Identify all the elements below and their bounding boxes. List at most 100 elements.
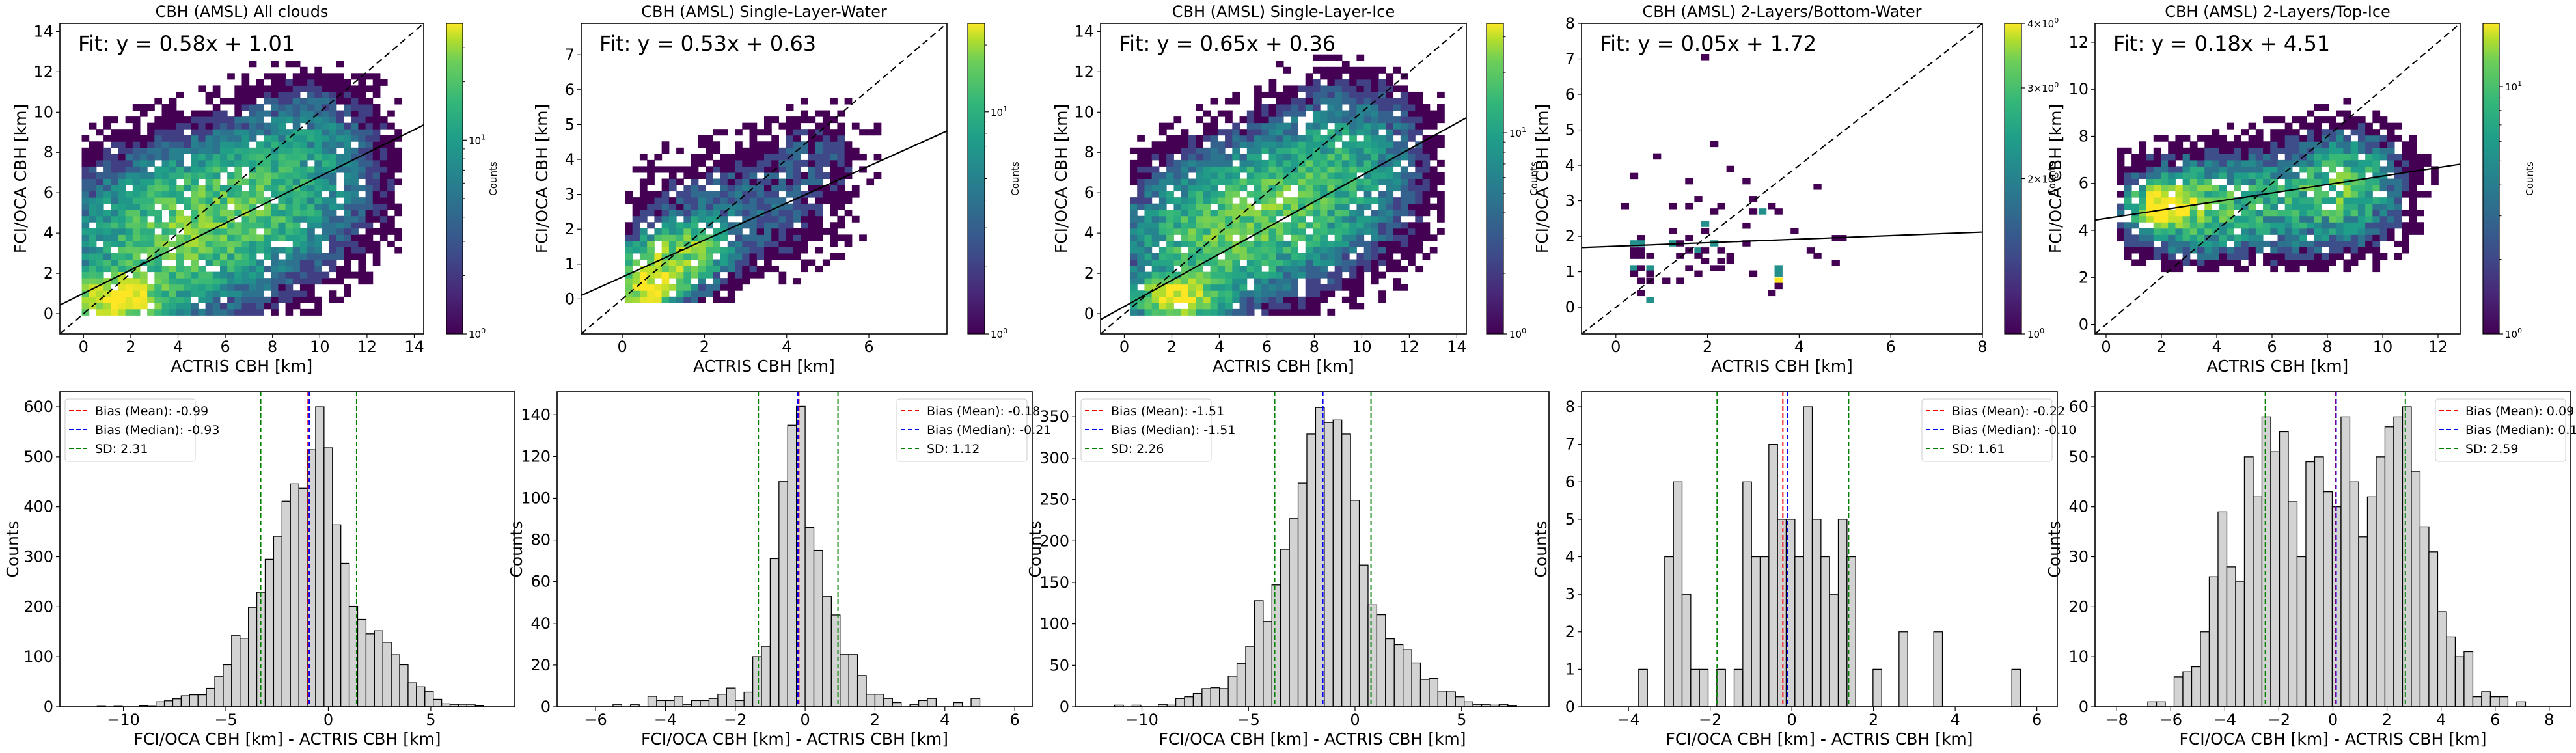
heatmap-cell	[1239, 222, 1248, 229]
heatmap-cell	[830, 141, 838, 148]
y-tick-label: 150	[1039, 573, 1069, 592]
heatmap-cell	[2357, 240, 2366, 247]
heatmap-cell	[2372, 222, 2381, 229]
heatmap-cell	[815, 197, 823, 204]
heatmap-cell	[1356, 253, 1365, 260]
x-tick-label: 0	[1119, 338, 1129, 356]
heatmap-cell	[1254, 185, 1262, 192]
heatmap-cell	[2357, 215, 2366, 223]
heatmap-cell	[691, 284, 699, 291]
heatmap-cell	[329, 110, 337, 117]
y-tick-label: 6	[44, 184, 53, 202]
histogram-bar	[1437, 691, 1447, 707]
heatmap-cell	[706, 271, 713, 279]
heatmap-cell	[1327, 73, 1336, 80]
exponent: 0	[2040, 327, 2044, 335]
heatmap-cell	[2226, 147, 2234, 154]
heatmap-cell	[169, 154, 177, 161]
heatmap-cell	[1371, 247, 1379, 254]
heatmap-cell	[2263, 203, 2271, 210]
heatmap-cell	[2336, 247, 2344, 254]
heatmap-cell	[1166, 240, 1174, 247]
heatmap-cell	[264, 166, 271, 173]
heatmap-cell	[2307, 166, 2315, 173]
heatmap-cell	[81, 259, 90, 266]
heatmap-cell	[1291, 203, 1298, 210]
heatmap-cell	[147, 210, 155, 217]
heatmap-cell	[161, 296, 170, 303]
heatmap-cell	[1630, 247, 1639, 254]
heatmap-cell	[358, 104, 366, 111]
heatmap-cell	[125, 141, 133, 148]
fit-line	[2095, 163, 2460, 221]
heatmap-cell	[1356, 228, 1365, 235]
heatmap-cell	[2160, 154, 2169, 161]
heatmap-cell	[1349, 290, 1357, 297]
heatmap-cell	[278, 104, 286, 111]
heatmap-cell	[292, 104, 301, 111]
heatmap-cell	[89, 147, 97, 154]
heatmap-cell	[1268, 290, 1277, 297]
heatmap-cell	[205, 222, 213, 229]
heatmap-cell	[654, 266, 663, 273]
heatmap-cell	[2219, 234, 2227, 241]
heatmap-cell	[654, 253, 663, 260]
heatmap-cell	[639, 178, 648, 185]
y-tick-label: 6	[565, 81, 575, 99]
heatmap-cell	[212, 129, 221, 136]
heatmap-cell	[2139, 247, 2147, 254]
legend-label: Bias (Mean): -0.22	[1952, 404, 2065, 418]
heatmap-cell	[1254, 172, 1262, 179]
heatmap-cell	[793, 191, 801, 198]
heatmap-cell	[81, 303, 90, 310]
heatmap-cell	[139, 191, 148, 198]
heatmap-cell	[2329, 154, 2336, 161]
heatmap-cell	[1341, 203, 1350, 210]
heatmap-cell	[793, 247, 801, 254]
heatmap-cell	[132, 141, 141, 148]
heatmap-cell	[372, 178, 381, 185]
histogram-bar	[1872, 668, 1882, 707]
heatmap-cell	[1144, 203, 1153, 210]
heatmap-cell	[1203, 303, 1211, 310]
heatmap-cell	[2175, 147, 2184, 154]
heatmap-cell	[764, 240, 772, 247]
heatmap-cell	[1363, 85, 1372, 92]
histogram-bar	[1699, 668, 1709, 707]
heatmap-cell	[830, 197, 838, 204]
heatmap-cell	[1261, 296, 1270, 303]
heatmap-cell	[764, 247, 772, 254]
heatmap-cell	[307, 129, 315, 136]
heatmap-cell	[771, 154, 779, 161]
heatmap-cell	[1400, 210, 1408, 217]
heatmap-cell	[336, 61, 344, 68]
heatmap-cell	[808, 147, 816, 154]
heatmap-cell	[111, 203, 118, 210]
heatmap-cell	[1646, 270, 1654, 277]
heatmap-cell	[2409, 228, 2417, 235]
heatmap-cell	[1298, 98, 1306, 105]
heatmap-cell	[169, 303, 177, 310]
heatmap-cell	[1203, 308, 1211, 316]
heatmap-cell	[278, 247, 286, 254]
heatmap-cell	[2402, 234, 2409, 241]
heatmap-cell	[2416, 159, 2424, 167]
heatmap-cell	[2139, 154, 2147, 161]
heatmap-cell	[394, 228, 402, 235]
heatmap-cell	[212, 85, 221, 92]
heatmap-cell	[219, 141, 228, 148]
heatmap-cell	[139, 215, 148, 223]
heatmap-cell	[103, 303, 111, 310]
heatmap-cell	[1422, 141, 1431, 148]
heatmap-cell	[2234, 166, 2241, 173]
heatmap-cell	[1371, 222, 1379, 229]
heatmap-cell	[1400, 284, 1408, 291]
x-tick-label: −4	[1617, 711, 1639, 729]
heatmap-cell	[639, 210, 648, 217]
heatmap-cell	[2248, 166, 2256, 173]
heatmap-cell	[351, 185, 359, 192]
heatmap-cell	[344, 104, 351, 111]
heatmap-cell	[1408, 259, 1416, 266]
heatmap-cell	[764, 166, 772, 173]
